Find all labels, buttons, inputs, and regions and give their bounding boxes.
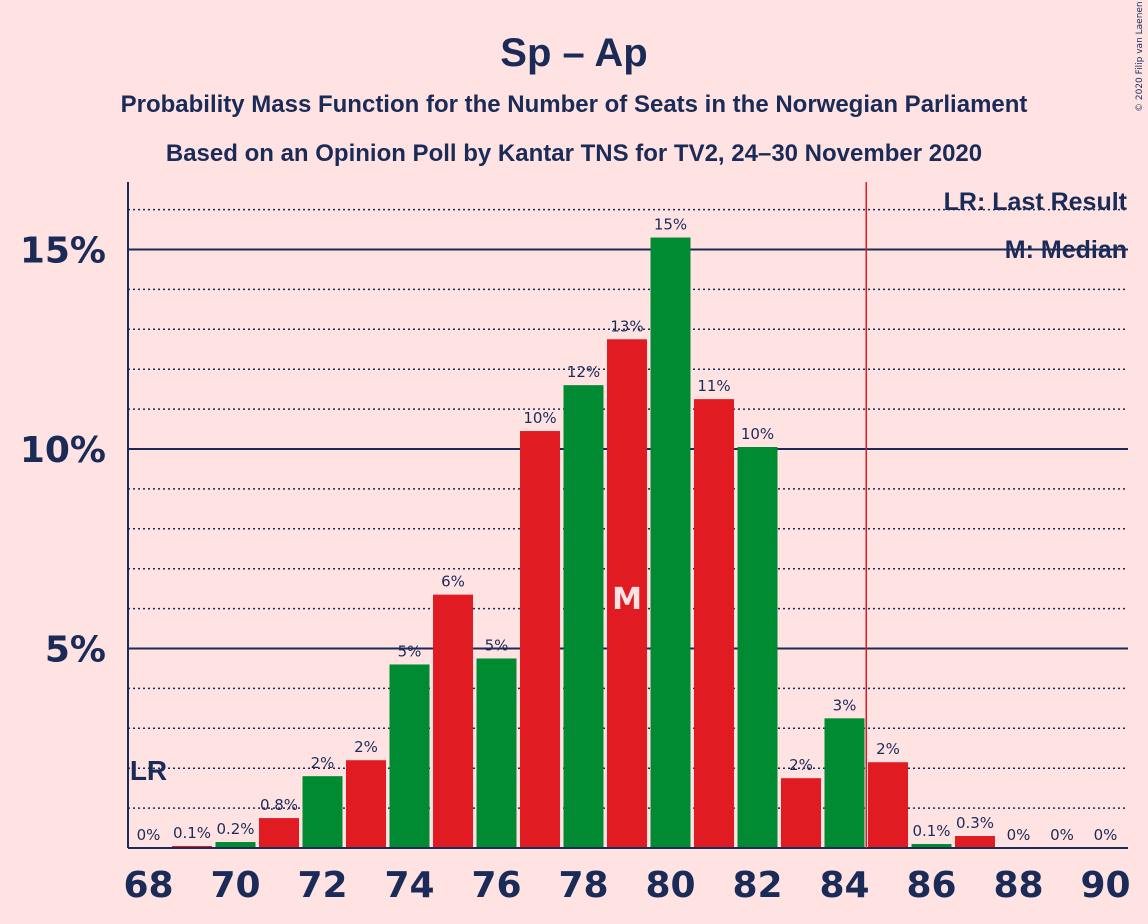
data-label: 0% xyxy=(1050,826,1074,844)
data-label: 5% xyxy=(398,642,422,660)
data-label: 2% xyxy=(876,740,900,758)
bar xyxy=(737,447,778,848)
data-label: 2% xyxy=(354,738,378,756)
x-tick-label: 68 xyxy=(123,865,173,906)
x-tick-label: 76 xyxy=(471,865,521,906)
data-label: 3% xyxy=(833,696,857,714)
x-tick-label: 90 xyxy=(1080,865,1130,906)
bar xyxy=(563,385,604,848)
data-label: 0% xyxy=(1007,826,1031,844)
data-label: 12% xyxy=(567,363,600,381)
data-label: 6% xyxy=(441,573,465,591)
data-label: 10% xyxy=(523,409,556,427)
bar xyxy=(868,762,908,848)
bar xyxy=(215,842,256,848)
bars xyxy=(172,237,995,848)
bar xyxy=(694,399,734,848)
x-tick-label: 72 xyxy=(297,865,347,906)
x-tick-label: 88 xyxy=(993,865,1043,906)
data-label: 0% xyxy=(137,826,161,844)
bar xyxy=(433,594,473,848)
bar xyxy=(824,718,865,848)
chart-subtitle-1: Probability Mass Function for the Number… xyxy=(121,91,1028,118)
bar xyxy=(607,339,647,848)
bar xyxy=(911,844,952,848)
data-label: 0.2% xyxy=(216,820,254,838)
data-label: 0.3% xyxy=(956,814,994,832)
last-result-marker: LR xyxy=(130,755,167,786)
legend-median: M: Median xyxy=(1005,236,1127,264)
y-axis-labels: 5% 10% 15% xyxy=(20,231,106,671)
x-tick-label: 84 xyxy=(819,865,869,906)
data-label: 2% xyxy=(311,754,335,772)
chart-subtitle-2: Based on an Opinion Poll by Kantar TNS f… xyxy=(166,140,982,167)
chart-title: Sp – Ap xyxy=(500,31,647,75)
y-tick-label: 15% xyxy=(20,231,106,272)
x-axis-labels: 68 70 72 74 76 78 80 82 84 86 88 90 xyxy=(123,865,1130,906)
median-marker: M xyxy=(612,582,642,617)
bar xyxy=(389,664,430,848)
x-tick-label: 82 xyxy=(732,865,782,906)
data-label: 13% xyxy=(610,317,643,335)
data-label: 0.8% xyxy=(260,796,298,814)
x-tick-label: 70 xyxy=(210,865,260,906)
data-labels: 0% 0.1% 0.2% 0.8% 2% 2% 5% 6% 5% 10% 12% 13% 15% 11% 1… xyxy=(137,216,1118,844)
bar xyxy=(302,776,343,848)
bar xyxy=(520,431,560,848)
data-label: 5% xyxy=(485,636,509,654)
bar xyxy=(650,237,691,848)
bar xyxy=(955,836,995,848)
data-label: 2% xyxy=(789,756,813,774)
x-tick-label: 78 xyxy=(558,865,608,906)
y-tick-label: 5% xyxy=(45,630,106,671)
data-label: 0% xyxy=(1094,826,1118,844)
bar xyxy=(781,778,821,848)
data-label: 0.1% xyxy=(912,822,950,840)
bar xyxy=(259,818,299,848)
bar xyxy=(346,760,386,848)
legend-last-result: LR: Last Result xyxy=(944,188,1128,216)
data-label: 0.1% xyxy=(173,824,211,842)
data-label: 15% xyxy=(654,216,687,234)
copyright-text: © 2020 Filip van Laenen xyxy=(1135,1,1145,112)
data-label: 10% xyxy=(741,425,774,443)
x-tick-label: 80 xyxy=(645,865,695,906)
bar xyxy=(476,658,517,848)
x-tick-label: 74 xyxy=(384,865,434,906)
y-tick-label: 10% xyxy=(20,430,106,471)
data-label: 11% xyxy=(697,377,730,395)
x-tick-label: 86 xyxy=(906,865,956,906)
